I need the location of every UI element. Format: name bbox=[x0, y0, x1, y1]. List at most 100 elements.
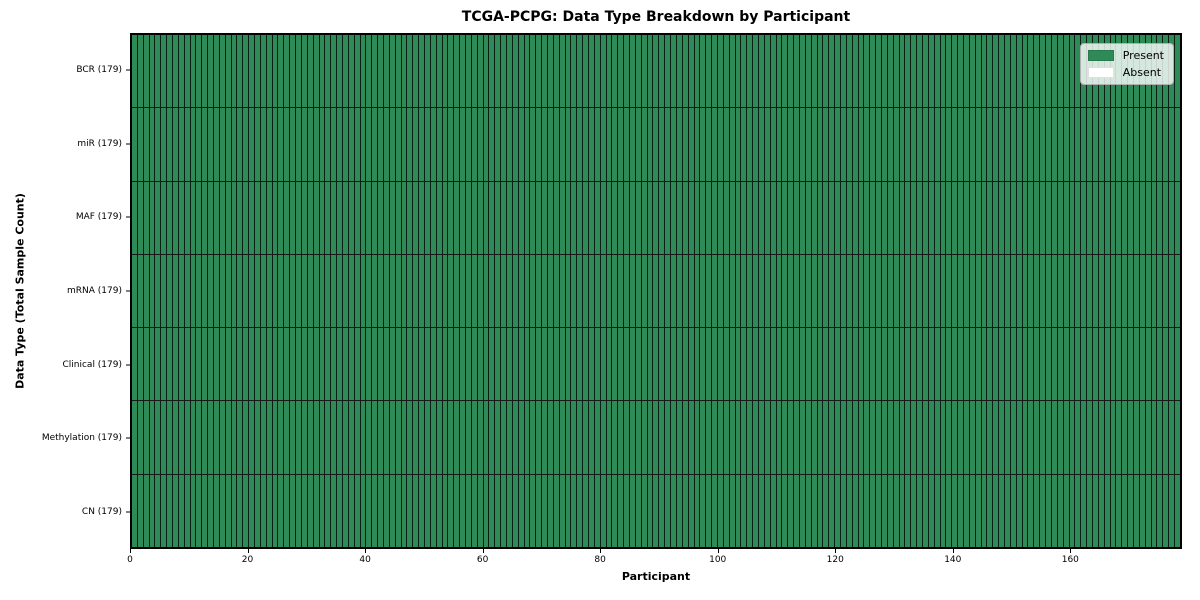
heatmap-cell bbox=[419, 181, 425, 254]
heatmap-cell bbox=[231, 35, 238, 108]
heatmap-cell bbox=[817, 108, 824, 181]
heatmap-cell bbox=[436, 35, 443, 108]
heatmap-cell bbox=[764, 108, 771, 181]
heatmap-cell bbox=[530, 328, 537, 401]
heatmap-cell bbox=[583, 35, 590, 108]
heatmap-cell bbox=[1040, 474, 1047, 547]
heatmap-cell bbox=[805, 254, 812, 328]
heatmap-cell bbox=[348, 474, 355, 547]
heatmap-cell bbox=[975, 328, 982, 401]
heatmap-cell bbox=[413, 328, 420, 401]
heatmap-cell bbox=[794, 35, 800, 108]
heatmap-cell bbox=[548, 401, 554, 474]
heatmap-cell bbox=[700, 181, 707, 254]
heatmap-cell bbox=[964, 181, 970, 254]
heatmap-cell bbox=[184, 254, 191, 328]
heatmap-cell bbox=[600, 181, 607, 254]
heatmap-cell bbox=[483, 108, 490, 181]
heatmap-cell bbox=[987, 328, 994, 401]
heatmap-cell bbox=[548, 328, 554, 401]
heatmap-cell bbox=[313, 474, 320, 547]
heatmap-cell bbox=[460, 108, 466, 181]
heatmap-cell bbox=[671, 401, 677, 474]
heatmap-cell bbox=[1110, 328, 1117, 401]
heatmap-cell bbox=[489, 474, 496, 547]
heatmap-cell bbox=[354, 108, 361, 181]
heatmap-cell bbox=[1040, 254, 1047, 328]
heatmap-cell bbox=[518, 181, 525, 254]
heatmap-cell bbox=[477, 328, 484, 401]
y-tick-label: Methylation (179) bbox=[41, 433, 122, 444]
heatmap-cell bbox=[665, 181, 672, 254]
heatmap-cell bbox=[1169, 328, 1175, 401]
heatmap-cell bbox=[776, 254, 783, 328]
heatmap-cell bbox=[542, 108, 549, 181]
heatmap-cell bbox=[723, 474, 730, 547]
heatmap-cell bbox=[354, 35, 361, 108]
heatmap-cell bbox=[366, 254, 373, 328]
heatmap-cell bbox=[1169, 181, 1175, 254]
heatmap-cell bbox=[284, 328, 291, 401]
heatmap-cell bbox=[1005, 35, 1011, 108]
heatmap-cell bbox=[1098, 328, 1105, 401]
heatmap-cell bbox=[659, 474, 666, 547]
heatmap-cell bbox=[536, 401, 543, 474]
heatmap-cell bbox=[975, 254, 982, 328]
heatmap-cell bbox=[507, 35, 513, 108]
heatmap-cell bbox=[606, 328, 613, 401]
heatmap-cell bbox=[723, 108, 730, 181]
x-tick-mark bbox=[130, 549, 131, 553]
heatmap-cell bbox=[442, 474, 449, 547]
heatmap-cell bbox=[811, 328, 818, 401]
heatmap-cell bbox=[600, 474, 607, 547]
heatmap-cell bbox=[823, 401, 830, 474]
heatmap-cell bbox=[208, 181, 215, 254]
heatmap-cell bbox=[512, 401, 519, 474]
heatmap-cell bbox=[167, 181, 174, 254]
heatmap-cell bbox=[536, 474, 543, 547]
heatmap-cell bbox=[1104, 254, 1111, 328]
heatmap-cell bbox=[1075, 108, 1082, 181]
heatmap-cell bbox=[1028, 35, 1035, 108]
heatmap-cell bbox=[565, 181, 572, 254]
heatmap-cell bbox=[360, 181, 367, 254]
heatmap-cell bbox=[530, 35, 537, 108]
heatmap-cell bbox=[553, 401, 560, 474]
heatmap-cell bbox=[307, 181, 314, 254]
heatmap-cell bbox=[694, 328, 701, 401]
heatmap-cell bbox=[1063, 474, 1070, 547]
heatmap-cell bbox=[548, 254, 554, 328]
heatmap-cell bbox=[594, 474, 601, 547]
heatmap-cell bbox=[799, 35, 806, 108]
heatmap-cell bbox=[946, 254, 953, 328]
heatmap-cell bbox=[1087, 328, 1093, 401]
heatmap-cell bbox=[536, 254, 543, 328]
heatmap-cell bbox=[278, 254, 285, 328]
heatmap-cell bbox=[917, 328, 924, 401]
heatmap-cell bbox=[325, 254, 332, 328]
heatmap-cell bbox=[132, 328, 138, 401]
heatmap-cell bbox=[846, 35, 853, 108]
heatmap-cell bbox=[864, 108, 871, 181]
heatmap-cell bbox=[565, 254, 572, 328]
heatmap-cell bbox=[817, 35, 824, 108]
heatmap-cell bbox=[1034, 474, 1041, 547]
heatmap-cell bbox=[559, 108, 566, 181]
heatmap-cell bbox=[319, 328, 326, 401]
x-axis-title: Participant bbox=[621, 570, 691, 583]
x-tick-mark bbox=[717, 549, 719, 553]
heatmap-cell bbox=[952, 474, 959, 547]
heatmap-cell bbox=[846, 254, 853, 328]
heatmap-cell bbox=[993, 35, 1000, 108]
heatmap-cell bbox=[1081, 401, 1088, 474]
heatmap-cell bbox=[231, 474, 238, 547]
heatmap-cell bbox=[360, 108, 367, 181]
heatmap-cell bbox=[987, 181, 994, 254]
heatmap-cell bbox=[260, 35, 267, 108]
heatmap-cell bbox=[805, 328, 812, 401]
heatmap-cell bbox=[882, 328, 888, 401]
heatmap-cell bbox=[542, 328, 549, 401]
heatmap-cell bbox=[864, 328, 871, 401]
heatmap-cell bbox=[389, 35, 396, 108]
heatmap-cell bbox=[243, 108, 250, 181]
